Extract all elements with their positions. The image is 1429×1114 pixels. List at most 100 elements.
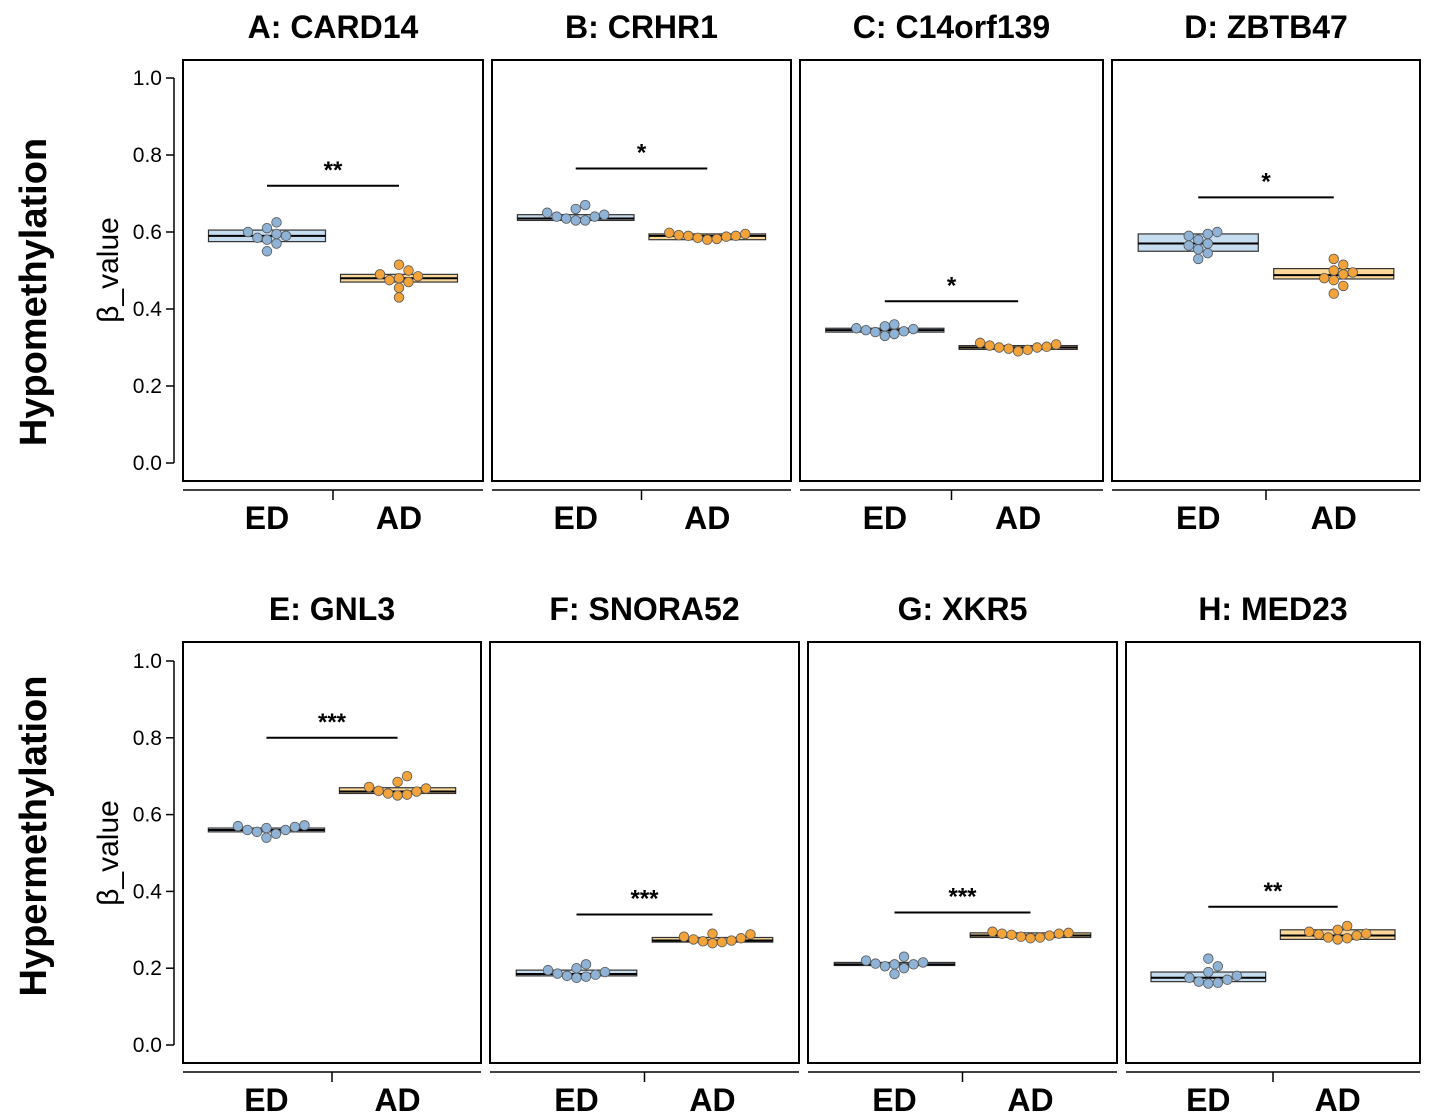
x-category-label: AD [689, 1082, 735, 1114]
panel-2: B: CRHR1 ED AD * [491, 9, 792, 536]
data-point [271, 217, 282, 228]
y-tick-label: 0.8 [133, 144, 162, 167]
data-point [252, 232, 263, 243]
data-point [393, 292, 405, 303]
data-point [1231, 970, 1243, 982]
data-point [393, 282, 405, 294]
data-point [392, 790, 403, 801]
significance-label: *** [948, 884, 977, 911]
data-point [721, 231, 732, 242]
data-point [716, 936, 728, 948]
x-category-label: ED [872, 1082, 916, 1114]
y-tick-label: 0.2 [133, 957, 162, 980]
data-point [1203, 978, 1214, 989]
data-point [1034, 932, 1046, 943]
x-category-label: AD [1315, 1082, 1361, 1114]
panel-4: D: ZBTB47 ED AD * [1111, 9, 1421, 536]
data-point [1332, 934, 1343, 945]
data-point [1193, 234, 1204, 245]
data-point [1203, 966, 1214, 978]
data-point [1319, 273, 1330, 284]
x-category-label: AD [1007, 1082, 1053, 1114]
panel-5: E: GNL3 0.0 0.2 0.4 0.6 0.8 1.0 ED AD *** [133, 591, 482, 1114]
significance-label: * [1261, 168, 1271, 195]
data-point [993, 342, 1005, 353]
data-point [889, 319, 900, 330]
data-point [1015, 931, 1027, 942]
data-point [745, 929, 756, 940]
panel-frame [1125, 641, 1421, 1064]
row-label-hypermethylation: Hypermethylation [13, 676, 55, 997]
data-point [697, 936, 709, 947]
data-point [580, 215, 591, 226]
panel-title: A: CARD14 [248, 9, 419, 45]
data-point [580, 959, 592, 970]
data-point [261, 222, 273, 234]
data-point [1041, 341, 1052, 352]
data-point [740, 228, 751, 240]
data-point [860, 955, 872, 966]
y-tick-label: 0.8 [133, 727, 162, 750]
x-category-label: AD [1311, 500, 1357, 536]
data-point [851, 323, 862, 334]
data-point [1031, 342, 1043, 353]
data-point [707, 928, 718, 939]
y-tick-label: 0.6 [133, 221, 162, 244]
y-axis-label-top: β_value [92, 217, 125, 323]
x-category-label: AD [995, 500, 1041, 536]
data-point [1202, 228, 1213, 240]
data-point [1212, 226, 1223, 238]
data-point [363, 781, 375, 793]
data-point [270, 828, 282, 840]
data-point [1193, 244, 1204, 255]
data-point [289, 821, 301, 833]
data-point [1203, 953, 1214, 964]
data-point [271, 238, 282, 249]
data-point [392, 776, 403, 788]
data-point [974, 337, 986, 349]
data-point [1332, 924, 1343, 936]
data-point [1338, 259, 1349, 270]
data-point [1341, 920, 1353, 932]
data-point [403, 276, 414, 288]
data-point [898, 963, 910, 974]
data-point [1360, 928, 1372, 939]
panel-frame [807, 641, 1118, 1064]
data-point [299, 820, 310, 831]
data-point [996, 928, 1008, 939]
data-point [570, 215, 581, 226]
panel-7: G: XKR5 ED AD *** [807, 591, 1118, 1114]
data-point [251, 826, 263, 838]
data-point [984, 340, 995, 351]
data-point [571, 963, 582, 974]
data-point [393, 273, 405, 284]
significance-label: ** [324, 157, 343, 184]
data-point [542, 964, 554, 976]
panel-title: D: ZBTB47 [1184, 9, 1348, 45]
panel-title: H: MED23 [1198, 591, 1347, 627]
data-point [1193, 976, 1205, 987]
data-point [1351, 930, 1362, 941]
significance-label: * [637, 139, 647, 166]
data-point [599, 966, 611, 978]
data-point [261, 822, 272, 834]
data-point [232, 820, 244, 832]
data-point [917, 957, 929, 968]
panel-title: C: C14orf139 [853, 9, 1050, 45]
significance-label: * [947, 272, 957, 299]
data-point [673, 229, 684, 241]
row-label-hypomethylation: Hypomethylation [13, 138, 55, 446]
data-point [1184, 972, 1195, 984]
data-point [1338, 269, 1349, 280]
data-point [542, 207, 553, 218]
data-point [261, 832, 272, 843]
data-point [898, 326, 910, 337]
data-point [280, 824, 291, 836]
x-category-label: ED [553, 500, 597, 536]
data-point [889, 959, 900, 970]
data-point [1341, 933, 1353, 944]
data-point [1328, 253, 1339, 265]
data-point [589, 211, 600, 222]
data-point [1183, 240, 1194, 251]
x-category-label: AD [684, 500, 730, 536]
